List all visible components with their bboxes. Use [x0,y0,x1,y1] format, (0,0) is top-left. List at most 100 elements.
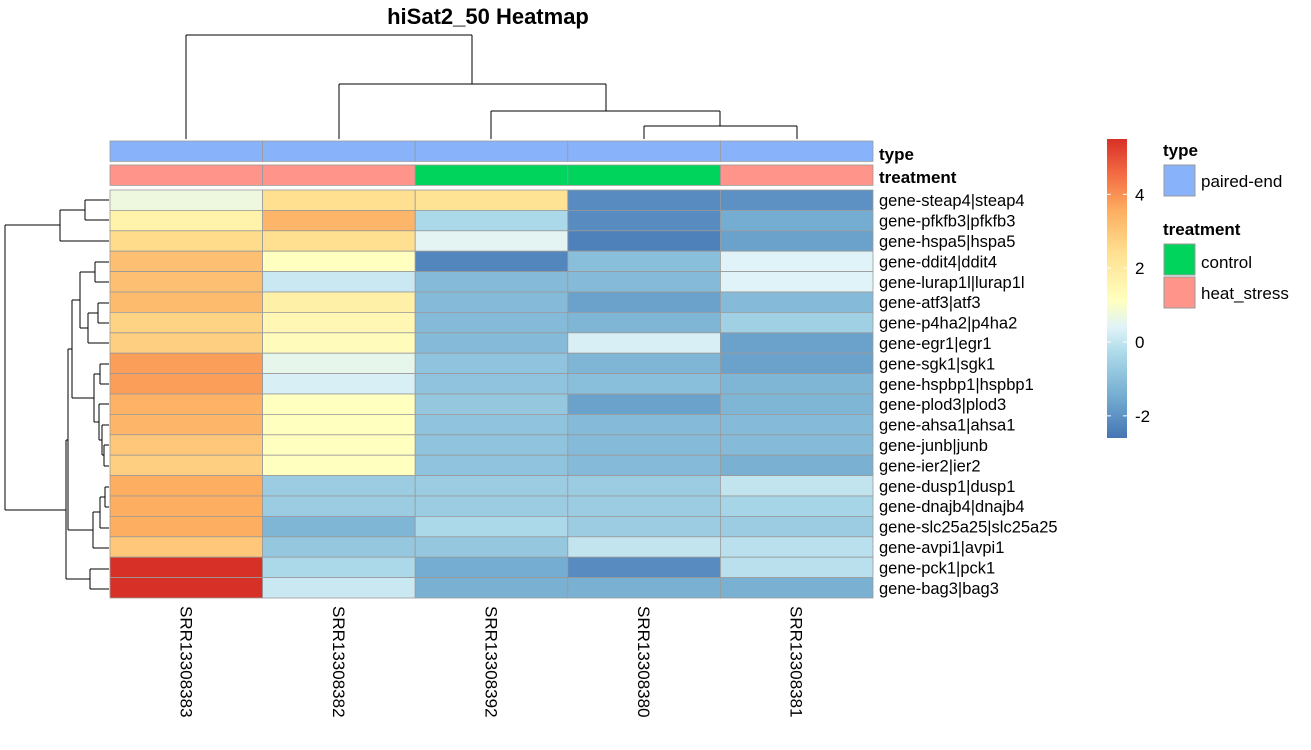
row-label: gene-bag3|bag3 [879,580,999,598]
colorbar-tick-label: 0 [1135,333,1144,352]
heatmap-cell [109,536,264,558]
heatmap-cell [720,352,874,375]
heatmap-cell [262,332,416,354]
heatmap-cell [262,352,416,375]
row-label: gene-avpi1|avpi1 [879,539,1004,557]
legend-label-heat-stress: heat_stress [1201,284,1289,303]
heatmap-cell [414,373,569,395]
row-dendrogram [4,199,109,590]
heatmap-cell [720,393,874,415]
annotation-cell-treatment [262,164,416,186]
row-label: gene-pck1|pck1 [879,559,995,577]
heatmap-cell [262,536,416,558]
row-label: gene-slc25a25|slc25a25 [879,519,1058,537]
heatmap-cell [109,577,264,599]
column-label: SRR13308380 [634,606,653,718]
heatmap-cell [567,413,721,436]
heatmap-cell [109,495,264,517]
heatmap-cell [414,516,569,538]
heatmap-cell [262,189,416,211]
heatmap-cell [414,271,569,293]
heatmap-cell [567,393,721,415]
heatmap-cell [262,413,416,436]
heatmap-cell [262,271,416,293]
heatmap-cell [414,475,569,497]
heatmap-cell [567,373,721,395]
heatmap-cell [567,291,721,313]
color-scale-ticks: 4 2 0 -2 [1107,185,1150,426]
heatmap-cell [720,291,874,313]
colorbar-tick-label: 2 [1135,259,1144,278]
heatmap-cell [720,189,874,211]
heatmap-cell [567,209,721,232]
row-label: gene-hspbp1|hspbp1 [879,376,1034,394]
row-label: gene-dnajb4|dnajb4 [879,498,1025,516]
annotation-cell-treatment [720,164,874,186]
heatmap-cell [109,475,264,497]
heatmap-cell [414,536,569,558]
heatmap-cell [567,230,721,252]
heatmap-cell [262,230,416,252]
colorbar-tick-label: 4 [1135,185,1144,204]
heatmap-cell [262,250,416,272]
row-labels: gene-steap4|steap4 gene-pfkfb3|pfkfb3 gene… [879,192,1058,598]
heatmap-cell [720,271,874,293]
heatmap-cell [109,332,264,354]
annotation-cell-treatment [414,164,569,186]
legend-label-paired-end: paired-end [1201,172,1282,191]
row-label: gene-dusp1|dusp1 [879,478,1015,496]
heatmap-cell [109,413,264,436]
row-label: gene-hspa5|hspa5 [879,233,1015,251]
heatmap-cell [109,189,264,211]
column-label: SRR13308392 [482,606,501,718]
heatmap-cell [109,271,264,293]
row-label: gene-ddit4|ddit4 [879,253,997,271]
heatmap-cell [567,475,721,497]
heatmap-cell [414,577,569,599]
heatmap-cell [262,475,416,497]
heatmap-cell [567,577,721,599]
heatmap-cell [109,209,264,232]
legend-treatment-title: treatment [1163,220,1241,239]
row-label: gene-atf3|atf3 [879,294,981,312]
heatmap-cell [109,556,264,579]
annotation-bars [109,140,874,186]
heatmap-cell [262,454,416,477]
heatmap-cell [414,393,569,415]
row-label: gene-plod3|plod3 [879,396,1006,414]
heatmap-cell [109,311,264,334]
heatmap-cell [109,291,264,313]
row-label: gene-pfkfb3|pfkfb3 [879,213,1015,231]
chart-title: hiSat2_50 Heatmap [387,4,589,29]
heatmap-cell [567,271,721,293]
heatmap-cell [720,250,874,272]
heatmap-cell [567,516,721,538]
heatmap-cell [109,454,264,477]
heatmap-cell [414,332,569,354]
heatmap-cell [109,250,264,272]
heatmap-cell [414,495,569,517]
annotation-cell-type [567,140,721,162]
heatmap-cell [414,311,569,334]
heatmap-cell [414,209,569,232]
column-label: SRR13308382 [329,606,348,718]
colorbar-tick-label: -2 [1135,407,1150,426]
heatmap-cell [720,516,874,538]
heatmap-cell [567,352,721,375]
heatmap-cell [720,332,874,354]
heatmap-cell [109,373,264,395]
heatmap-cell [414,434,569,456]
heatmap-cell [720,413,874,436]
heatmap-cell [414,230,569,252]
row-label: gene-p4ha2|p4ha2 [879,315,1017,333]
heatmap-cell [109,516,264,538]
heatmap-cells [109,189,874,599]
annotation-label-type: type [879,145,914,164]
row-label: gene-ahsa1|ahsa1 [879,417,1015,435]
heatmap-cell [567,189,721,211]
heatmap-cell [567,332,721,354]
heatmap-cell [720,454,874,477]
heatmap-cell [262,516,416,538]
heatmap-cell [109,352,264,375]
